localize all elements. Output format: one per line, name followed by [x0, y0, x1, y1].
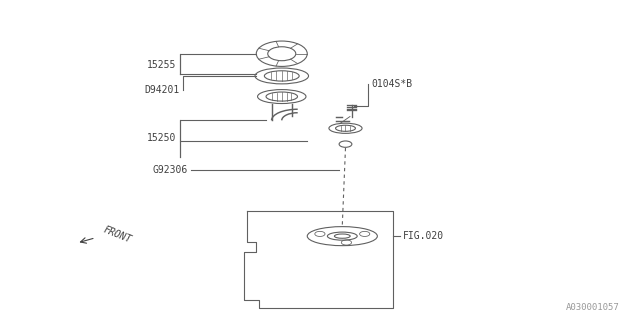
Text: 0104S*B: 0104S*B [371, 79, 412, 89]
Text: FRONT: FRONT [102, 224, 133, 245]
Text: 15250: 15250 [147, 133, 177, 143]
Text: G92306: G92306 [152, 164, 188, 174]
Text: 15255: 15255 [147, 60, 177, 70]
Text: FIG.020: FIG.020 [403, 231, 444, 241]
Text: A030001057: A030001057 [566, 303, 620, 312]
Text: D94201: D94201 [145, 85, 180, 95]
